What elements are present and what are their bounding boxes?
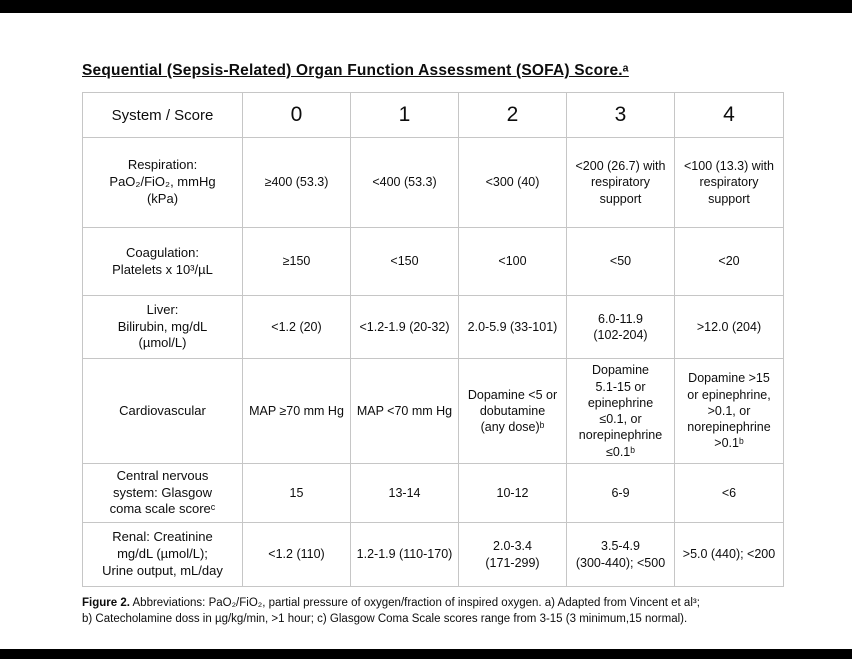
score-cell: <100 (13.3) with respiratory support (674, 137, 784, 228)
column-header-score-4: 4 (674, 92, 784, 138)
score-cell: ≥400 (53.3) (242, 137, 351, 228)
row-label-respiration: Respiration: PaO₂/FiO₂, mmHg (kPa) (82, 137, 243, 228)
sofa-score-table: System / Score 0 1 2 3 4 Respiration: Pa… (82, 92, 784, 587)
score-cell: 10-12 (458, 463, 567, 523)
score-cell: Dopamine >15 or epinephrine, >0.1, or no… (674, 358, 784, 464)
score-cell: <100 (458, 227, 567, 296)
score-cell: <200 (26.7) with respiratory support (566, 137, 675, 228)
score-cell: <1.2-1.9 (20-32) (350, 295, 459, 359)
score-cell: MAP ≥70 mm Hg (242, 358, 351, 464)
score-cell: 2.0-5.9 (33-101) (458, 295, 567, 359)
score-cell: MAP <70 mm Hg (350, 358, 459, 464)
figure-caption: Figure 2. Abbreviations: PaO₂/FiO₂, part… (82, 595, 788, 627)
figure-content: Sequential (Sepsis-Related) Organ Functi… (82, 13, 794, 627)
figure-caption-text: Abbreviations: PaO₂/FiO₂, partial pressu… (82, 597, 700, 626)
row-label-cardiovascular: Cardiovascular (82, 358, 243, 464)
score-cell: Dopamine 5.1-15 or epinephrine ≤0.1, or … (566, 358, 675, 464)
table-row-coagulation: Coagulation: Platelets x 10³/µL ≥150 <15… (82, 227, 784, 296)
score-cell: <150 (350, 227, 459, 296)
row-label-renal: Renal: Creatinine mg/dL (µmol/L); Urine … (82, 522, 243, 587)
score-cell: 6.0-11.9 (102-204) (566, 295, 675, 359)
score-cell: ≥150 (242, 227, 351, 296)
column-header-system: System / Score (82, 92, 243, 138)
table-row-central-nervous-system: Central nervous system: Glasgow coma sca… (82, 463, 784, 523)
page-title: Sequential (Sepsis-Related) Organ Functi… (82, 62, 629, 79)
column-header-score-1: 1 (350, 92, 459, 138)
score-cell: 2.0-3.4 (171-299) (458, 522, 567, 587)
column-header-score-0: 0 (242, 92, 351, 138)
score-cell: <6 (674, 463, 784, 523)
table-row-respiration: Respiration: PaO₂/FiO₂, mmHg (kPa) ≥400 … (82, 137, 784, 228)
score-cell: <20 (674, 227, 784, 296)
score-cell: >12.0 (204) (674, 295, 784, 359)
score-cell: 13-14 (350, 463, 459, 523)
score-cell: >5.0 (440); <200 (674, 522, 784, 587)
score-cell: <50 (566, 227, 675, 296)
score-cell: 15 (242, 463, 351, 523)
score-cell: 3.5-4.9 (300-440); <500 (566, 522, 675, 587)
header-row: System / Score 0 1 2 3 4 (82, 92, 784, 138)
score-cell: <300 (40) (458, 137, 567, 228)
bottom-black-bar (0, 649, 852, 659)
row-label-central-nervous-system: Central nervous system: Glasgow coma sca… (82, 463, 243, 523)
score-cell: <1.2 (110) (242, 522, 351, 587)
score-cell: <400 (53.3) (350, 137, 459, 228)
score-cell: 1.2-1.9 (110-170) (350, 522, 459, 587)
table-row-cardiovascular: Cardiovascular MAP ≥70 mm Hg MAP <70 mm … (82, 358, 784, 464)
column-header-score-3: 3 (566, 92, 675, 138)
table-row-renal: Renal: Creatinine mg/dL (µmol/L); Urine … (82, 522, 784, 587)
table-row-liver: Liver: Bilirubin, mg/dL (µmol/L) <1.2 (2… (82, 295, 784, 359)
top-black-bar (0, 0, 852, 13)
score-cell: <1.2 (20) (242, 295, 351, 359)
row-label-coagulation: Coagulation: Platelets x 10³/µL (82, 227, 243, 296)
score-cell: 6-9 (566, 463, 675, 523)
figure-caption-label: Figure 2. (82, 597, 130, 609)
row-label-liver: Liver: Bilirubin, mg/dL (µmol/L) (82, 295, 243, 359)
column-header-score-2: 2 (458, 92, 567, 138)
score-cell: Dopamine <5 or dobutamine (any dose)ᵇ (458, 358, 567, 464)
